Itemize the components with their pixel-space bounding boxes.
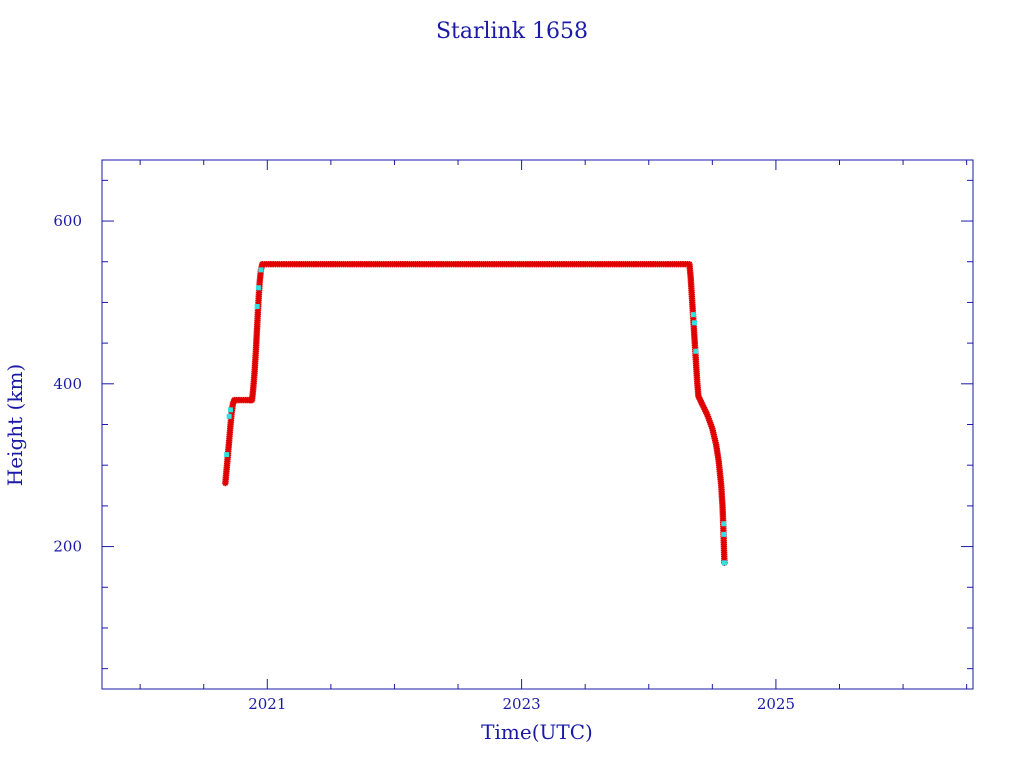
x-tick-label: 2023 (503, 695, 541, 713)
y-tick-label: 200 (53, 538, 82, 556)
tick-labels: 2021 2023 2025 200 400 600 (53, 212, 795, 713)
highlight-point (721, 531, 727, 537)
highlight-point (226, 413, 232, 419)
series-line (224, 263, 725, 563)
highlight-point (690, 312, 696, 318)
highlight-points (224, 267, 727, 566)
data-points (222, 260, 728, 567)
axis-ticks (102, 160, 973, 689)
y-tick-label: 600 (53, 212, 82, 230)
highlight-point (254, 303, 260, 309)
x-tick-label: 2025 (757, 695, 795, 713)
highlight-point (721, 560, 727, 566)
highlight-point (692, 320, 698, 326)
highlight-point (224, 452, 230, 458)
x-axis-label: Time(UTC) (481, 720, 593, 744)
highlight-point (255, 285, 261, 291)
chart-title: Starlink 1658 (436, 19, 588, 44)
y-tick-label: 400 (53, 375, 82, 393)
highlight-point (227, 407, 233, 413)
highlight-point (258, 267, 264, 273)
x-tick-label: 2021 (248, 695, 286, 713)
highlight-point (721, 521, 727, 527)
y-axis-label: Height (km) (3, 364, 27, 486)
highlight-point (693, 348, 699, 354)
